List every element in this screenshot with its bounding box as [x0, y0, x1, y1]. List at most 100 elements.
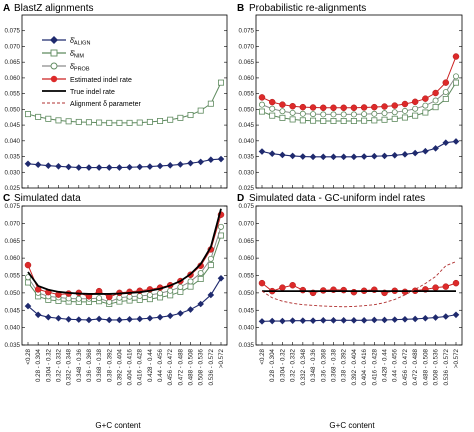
data-point [320, 111, 327, 118]
data-point [299, 153, 307, 160]
x-tick-label: 0.32 - 0.332 [55, 348, 62, 382]
y-tick-label: 0.035 [239, 342, 255, 349]
x-tick-label: 0.428 - 0.44 [147, 348, 154, 382]
data-point [65, 118, 72, 125]
data-point [320, 118, 327, 125]
data-point [106, 293, 113, 301]
data-point [116, 316, 123, 324]
series-estimated-indel-rate [24, 211, 225, 301]
data-point [289, 281, 296, 289]
x-tick-label: 0.508 - 0.536 [433, 348, 440, 385]
data-point [422, 95, 429, 102]
data-point [330, 111, 337, 118]
data-point [217, 79, 224, 86]
series-nim [258, 79, 459, 125]
series-align [24, 274, 225, 324]
data-point [24, 274, 31, 281]
data-point [177, 161, 184, 168]
data-point [411, 98, 419, 106]
data-point [452, 138, 460, 145]
series-estimated-indel-rate [258, 279, 460, 297]
x-tick-label: 0.28 - 0.304 [35, 348, 42, 382]
data-point [319, 153, 327, 161]
data-point [401, 114, 408, 121]
data-point [268, 150, 276, 158]
legend-align-marker [50, 36, 58, 44]
data-point [299, 110, 306, 117]
data-point [96, 295, 103, 302]
data-point [126, 315, 133, 323]
data-point [442, 283, 450, 290]
data-point [177, 310, 184, 317]
data-point [157, 290, 164, 297]
x-tick-label: 0.28 - 0.304 [269, 348, 276, 382]
data-point [381, 110, 388, 117]
y-tick-label: 0.025 [5, 185, 21, 192]
data-point [360, 104, 368, 111]
data-point [167, 116, 174, 123]
data-point [381, 116, 388, 123]
data-point [279, 101, 286, 108]
x-tick-label: 0.332 - 0.348 [66, 348, 73, 385]
y-tick-label: 0.045 [239, 307, 255, 314]
data-point [85, 316, 93, 324]
y-tick-label: 0.065 [5, 59, 21, 66]
data-point [422, 314, 429, 322]
x-tick-label: 0.32 - 0.332 [290, 348, 297, 382]
data-point [452, 73, 459, 80]
data-point [197, 270, 204, 277]
x-axis-label-left: G+C content [95, 421, 141, 430]
legend-align-label: δ̂ALIGN [70, 38, 90, 47]
y-tick-label: 0.035 [239, 154, 255, 161]
data-point [289, 109, 296, 116]
data-point [65, 163, 72, 171]
x-tick-label: 0.428 - 0.44 [382, 348, 389, 382]
x-tick-label: 0.472 - 0.488 [412, 348, 419, 385]
data-point [371, 110, 378, 117]
x-tick-label: 0.456 - 0.472 [402, 348, 409, 385]
data-point [85, 119, 92, 126]
data-point [279, 114, 286, 121]
data-point [299, 317, 307, 324]
data-point [309, 153, 317, 161]
data-point [75, 164, 83, 171]
data-point [350, 118, 357, 125]
y-tick-label: 0.025 [239, 185, 255, 192]
data-point [187, 306, 194, 313]
y-tick-label: 0.075 [5, 28, 21, 35]
series-line [27, 208, 222, 295]
data-point [258, 94, 266, 101]
data-point [197, 275, 204, 282]
series-alignment-parameter [261, 261, 457, 308]
data-point [340, 286, 347, 294]
x-tick-label: 0.368 - 0.38 [330, 348, 337, 382]
data-point [432, 89, 439, 97]
data-point [95, 164, 103, 171]
data-point [207, 255, 214, 262]
data-point [207, 156, 215, 163]
data-point [105, 316, 113, 324]
legend-est-label: Estimated indel rate [70, 77, 132, 84]
panel-d-letter: D [237, 193, 244, 204]
data-point [452, 53, 460, 60]
data-point [217, 223, 224, 230]
data-point [411, 149, 419, 157]
data-point [136, 119, 143, 126]
data-point [309, 317, 317, 324]
x-tick-label: 0.536 - 0.572 [208, 348, 215, 385]
data-point [330, 153, 337, 161]
data-point [310, 117, 317, 124]
data-point [197, 107, 204, 114]
data-point [452, 311, 460, 319]
x-tick-label: 0.348 - 0.36 [76, 348, 83, 382]
data-point [381, 103, 388, 110]
series-estimated-indel-rate [258, 53, 460, 112]
data-point [177, 283, 184, 290]
data-point [207, 291, 215, 299]
x-tick-label: 0.348 - 0.36 [310, 348, 317, 382]
y-tick-label: 0.075 [5, 203, 21, 210]
data-point [330, 317, 337, 324]
y-tick-label: 0.040 [239, 138, 255, 145]
data-point [452, 79, 459, 86]
